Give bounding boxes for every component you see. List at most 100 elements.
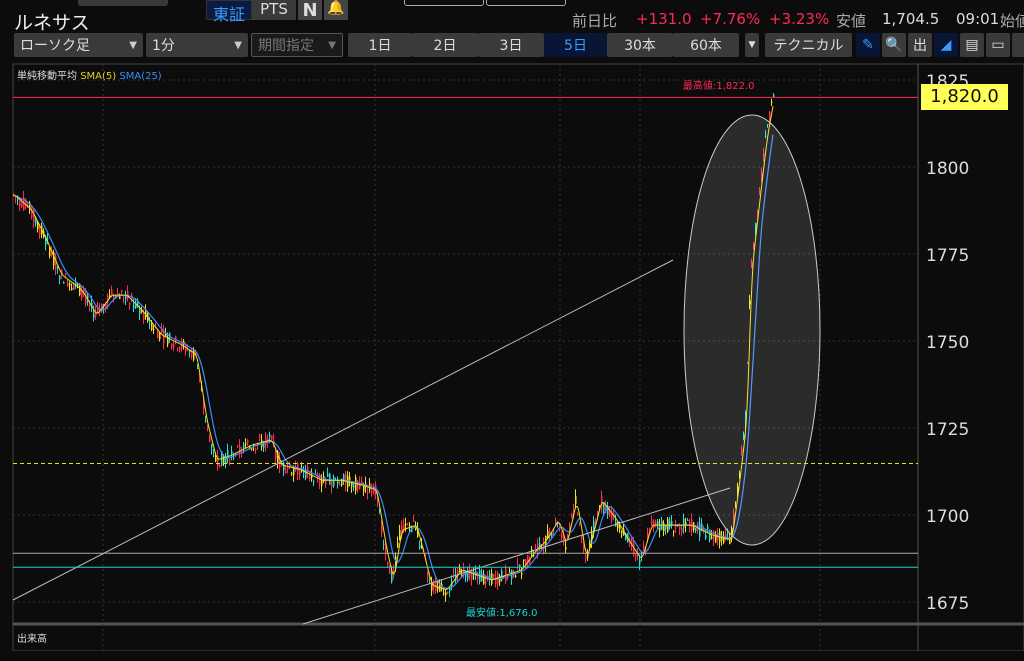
candle [575, 496, 577, 505]
candle [351, 482, 353, 487]
candle [493, 574, 495, 577]
range-2d[interactable]: 2日 [412, 33, 478, 57]
candle [119, 296, 121, 299]
candle [547, 530, 549, 539]
candle [51, 251, 53, 256]
range-60bars[interactable]: 60本 [673, 33, 739, 57]
candle [83, 289, 85, 295]
candle [427, 572, 429, 577]
candle [87, 295, 89, 300]
candle [249, 446, 251, 448]
candle [535, 546, 537, 548]
pencil-icon[interactable]: ✎ [856, 33, 880, 57]
sma5-line [12, 106, 774, 590]
sell-button[interactable] [486, 0, 566, 6]
candle [275, 448, 277, 459]
candle [437, 586, 439, 590]
candle [421, 544, 423, 549]
candle [759, 190, 761, 192]
candle [611, 511, 613, 520]
candle [539, 543, 541, 548]
candle [53, 252, 55, 266]
range-5d[interactable]: 5日 [544, 33, 607, 57]
candle [209, 436, 211, 442]
candle [257, 443, 259, 446]
candle [771, 101, 773, 103]
candle [517, 564, 519, 566]
candle [689, 521, 691, 527]
buy-button[interactable] [404, 0, 484, 6]
candle [579, 522, 581, 524]
range-1d[interactable]: 1日 [348, 33, 412, 57]
candle [463, 567, 465, 576]
candle [765, 135, 767, 137]
more-icon[interactable] [1012, 33, 1024, 57]
candle [757, 211, 759, 214]
candle [515, 575, 517, 577]
candle [161, 329, 163, 334]
candle [755, 223, 757, 233]
candle [743, 434, 745, 439]
candle [179, 346, 181, 350]
candle [367, 492, 369, 494]
candle [139, 308, 141, 315]
stock-name: ルネサス [14, 12, 90, 34]
candle [383, 543, 385, 545]
technical-button[interactable]: テクニカル [765, 33, 852, 57]
candle [167, 336, 169, 345]
candle [91, 302, 93, 308]
period-select[interactable]: 期間指定 ▼ [251, 33, 343, 57]
candle [591, 530, 593, 542]
candle [245, 442, 247, 445]
candle [157, 331, 159, 339]
highlight-ellipse[interactable] [683, 114, 821, 546]
candle [47, 238, 49, 240]
candle [283, 462, 285, 471]
candle [39, 229, 41, 235]
candle [15, 196, 17, 198]
news-icon[interactable]: N [298, 0, 322, 21]
range-3d[interactable]: 3日 [478, 33, 544, 57]
candle [97, 306, 99, 314]
candle [129, 303, 131, 305]
bell-icon[interactable]: 🔔 [324, 0, 348, 20]
interval-value: 1分 [152, 38, 175, 54]
volume-icon[interactable]: 出 [908, 33, 932, 57]
folder-icon[interactable]: ▭ [986, 33, 1010, 57]
legend-title: 単純移動平均 [17, 71, 77, 82]
candle [65, 273, 67, 275]
candle [617, 522, 619, 529]
area-chart-icon[interactable]: ◢ [934, 33, 958, 57]
candle [57, 266, 59, 269]
candle [737, 486, 739, 493]
zoom-icon[interactable]: 🔍 [882, 33, 906, 57]
range-more-dropdown[interactable]: ▼ [745, 33, 759, 57]
candle [477, 576, 479, 580]
candle [233, 457, 235, 459]
exchange-tse-tab[interactable]: 東証 [206, 0, 252, 24]
candle [287, 467, 289, 470]
y-tick-label: 1800 [926, 159, 969, 179]
chart-type-select[interactable]: ローソク足 ▼ [14, 33, 143, 57]
candle [153, 328, 155, 330]
market-select[interactable] [78, 0, 168, 6]
range-30bars[interactable]: 30本 [607, 33, 673, 57]
trendline-down[interactable] [12, 259, 674, 601]
candle [311, 474, 313, 478]
trendline-up[interactable] [302, 487, 731, 625]
candle [725, 533, 727, 539]
candle [577, 513, 579, 515]
exchange-pts-tab[interactable]: PTS [252, 0, 296, 20]
candle [331, 480, 333, 487]
candle [461, 574, 463, 577]
candle [79, 283, 81, 295]
interval-select[interactable]: 1分 ▼ [146, 33, 248, 57]
candle [251, 448, 253, 450]
save-icon[interactable]: ▤ [960, 33, 984, 57]
candle [127, 290, 129, 299]
candle [343, 474, 345, 482]
candle [359, 482, 361, 490]
candle [165, 334, 167, 337]
y-tick-label: 1750 [926, 333, 969, 353]
